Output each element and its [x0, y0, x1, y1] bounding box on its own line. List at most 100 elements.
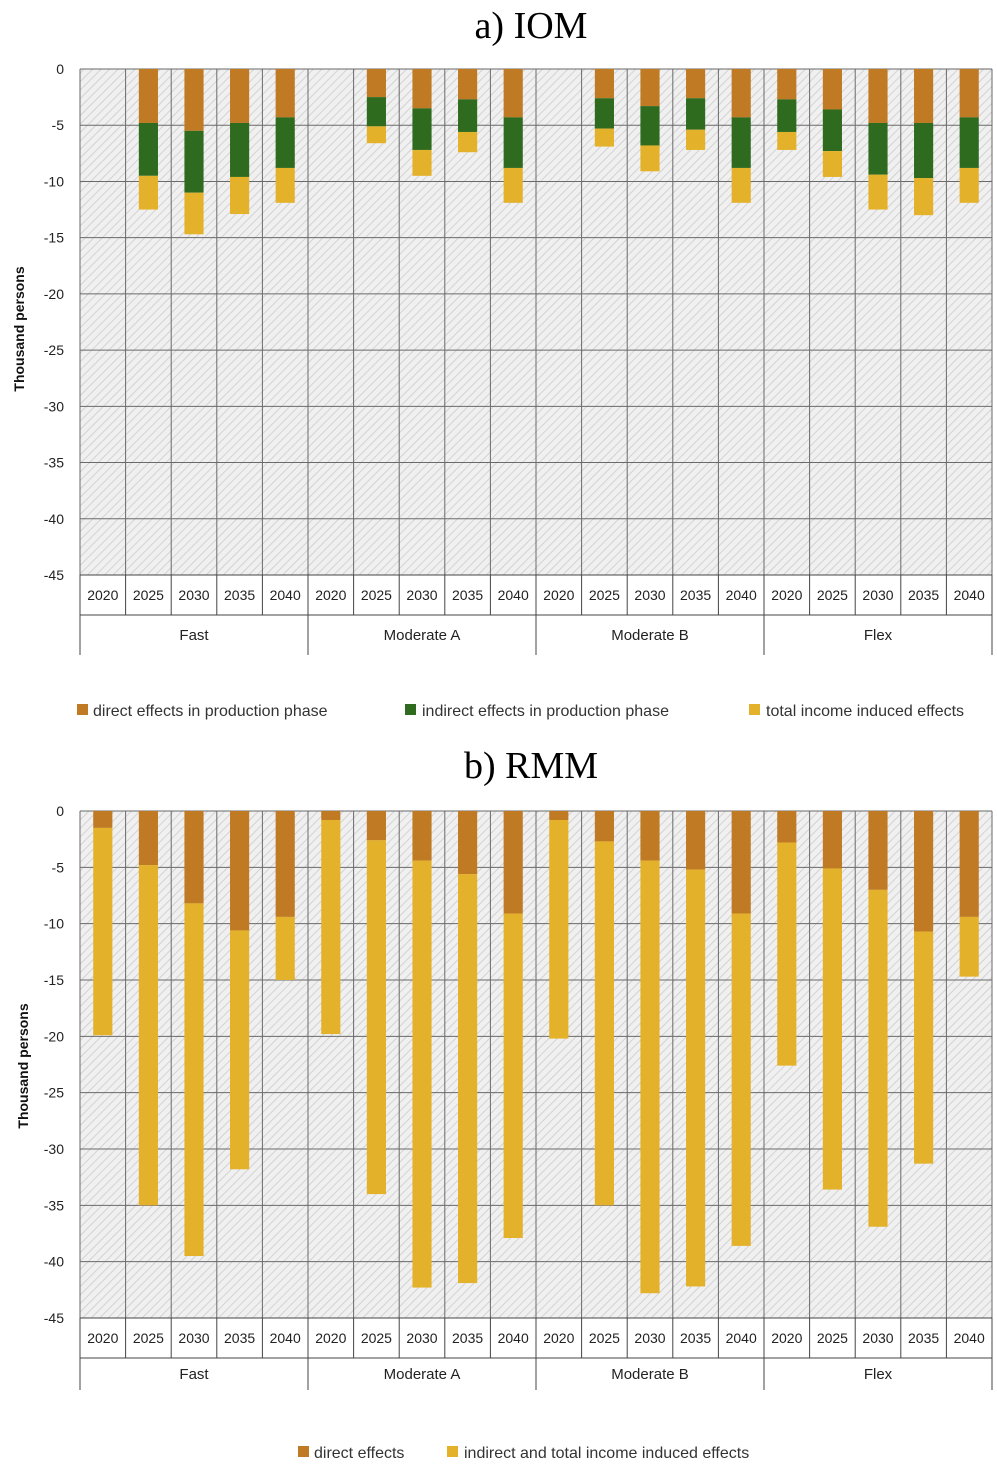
x-tick-label: 2030	[406, 1330, 437, 1346]
bar-direct-moderate-a-2030	[412, 811, 432, 861]
bar-indirect-moderate-b-2035	[686, 98, 706, 130]
bar-induced-flex-2030	[868, 889, 888, 1227]
bar-direct-moderate-b-2040	[731, 69, 751, 118]
bar-direct-fast-2025	[138, 811, 158, 866]
y-tick-label: 0	[56, 803, 64, 819]
x-tick-label: 2040	[270, 587, 301, 603]
bar-induced-flex-2040	[959, 916, 979, 977]
bar-direct-moderate-a-2025	[366, 811, 386, 841]
chart-title-rmm: b) RMM	[464, 745, 598, 787]
x-tick-label: 2020	[543, 587, 574, 603]
bar-induced-moderate-b-2020	[549, 820, 569, 1039]
y-tick-label: -40	[44, 1254, 64, 1270]
bar-induced-fast-2035	[230, 176, 250, 215]
bar-induced-flex-2030	[868, 174, 888, 210]
bar-direct-fast-2035	[230, 69, 250, 123]
bar-indirect-flex-2020	[777, 99, 797, 132]
y-tick-label: -40	[44, 511, 64, 527]
bar-induced-moderate-b-2030	[640, 860, 660, 1294]
bar-direct-flex-2035	[914, 811, 934, 932]
x-tick-label: 2020	[87, 1330, 118, 1346]
bar-direct-moderate-b-2025	[594, 69, 614, 99]
x-tick-label: 2030	[178, 587, 209, 603]
panel-rmm: b) RMM Thousand persons 0 -5 -10 -15 -20 -25 -…	[15, 745, 993, 1462]
bar-induced-moderate-a-2025	[366, 840, 386, 1195]
y-tick-label: -20	[44, 1028, 64, 1044]
bar-induced-moderate-a-2040	[503, 913, 523, 1239]
bar-induced-flex-2025	[822, 868, 842, 1190]
bar-induced-fast-2030	[184, 192, 204, 235]
bar-induced-flex-2035	[914, 178, 934, 216]
bar-induced-moderate-a-2030	[412, 860, 432, 1288]
group-label: Moderate B	[611, 627, 689, 644]
y-tick-label: -5	[52, 859, 65, 875]
x-tick-label: 2035	[224, 587, 255, 603]
bar-induced-moderate-b-2035	[686, 129, 706, 150]
x-tick-label: 2035	[224, 1330, 255, 1346]
plot-area-rmm: 0 -5 -10 -15 -20 -25 -30 -35 -40 -45 2020 2025 2030 2…	[44, 803, 993, 1390]
group-label: Fast	[179, 1366, 209, 1383]
y-tick-label: -10	[44, 916, 64, 932]
bar-indirect-moderate-a-2030	[412, 108, 432, 150]
bar-induced-flex-2020	[777, 842, 797, 1066]
legend-rmm: direct effects indirect and total income…	[298, 1445, 749, 1462]
y-tick-label: -15	[44, 972, 64, 988]
bar-induced-moderate-b-2030	[640, 145, 660, 172]
x-tick-label: 2035	[452, 587, 483, 603]
bar-indirect-moderate-b-2025	[594, 98, 614, 129]
legend-swatch-direct	[298, 1446, 309, 1457]
bar-induced-moderate-b-2040	[731, 167, 751, 203]
x-tick-label: 2035	[452, 1330, 483, 1346]
bar-direct-moderate-a-2030	[412, 69, 432, 109]
x-tick-label: 2020	[315, 1330, 346, 1346]
bar-direct-flex-2030	[868, 69, 888, 123]
legend-label-induced: total income induced effects	[766, 703, 964, 720]
x-tick-label: 2040	[498, 587, 529, 603]
bar-indirect-moderate-a-2040	[503, 117, 523, 168]
x-tick-label: 2030	[634, 1330, 665, 1346]
legend-label-direct: direct effects	[314, 1445, 404, 1462]
x-tick-label: 2025	[817, 1330, 848, 1346]
x-tick-label: 2040	[270, 1330, 301, 1346]
legend-iom: direct effects in production phase indir…	[77, 703, 964, 720]
legend-label-induced: indirect and total income induced effect…	[464, 1445, 749, 1462]
x-tick-label: 2030	[178, 1330, 209, 1346]
x-tick-label: 2040	[726, 587, 757, 603]
bar-induced-fast-2040	[275, 167, 295, 203]
x-tick-label: 2040	[498, 1330, 529, 1346]
x-tick-label: 2040	[954, 587, 985, 603]
bar-indirect-flex-2035	[914, 122, 934, 179]
bar-induced-fast-2035	[230, 930, 250, 1170]
x-tick-label: 2020	[543, 1330, 574, 1346]
legend-swatch-induced	[749, 704, 760, 715]
group-label: Moderate B	[611, 1366, 689, 1383]
x-tick-label: 2035	[908, 587, 939, 603]
bar-direct-fast-2020	[93, 811, 113, 828]
bar-direct-moderate-a-2040	[503, 69, 523, 118]
bar-induced-flex-2025	[822, 151, 842, 177]
bar-direct-moderate-b-2030	[640, 69, 660, 107]
group-label: Flex	[864, 1366, 893, 1383]
bar-direct-fast-2030	[184, 69, 204, 131]
x-tick-label: 2030	[862, 587, 893, 603]
legend-label-direct: direct effects in production phase	[93, 703, 328, 720]
bar-direct-flex-2030	[868, 811, 888, 890]
legend-swatch-indirect	[405, 704, 416, 715]
y-axis-label-rmm: Thousand persons	[15, 1003, 31, 1128]
bar-induced-flex-2035	[914, 931, 934, 1164]
bar-induced-fast-2020	[93, 827, 113, 1036]
x-tick-label: 2020	[87, 587, 118, 603]
bar-induced-moderate-a-2030	[412, 149, 432, 176]
bar-direct-fast-2030	[184, 811, 204, 904]
group-label: Moderate A	[384, 627, 461, 644]
bar-direct-moderate-a-2020	[321, 811, 341, 821]
bar-induced-moderate-a-2040	[503, 167, 523, 203]
group-label: Moderate A	[384, 1366, 461, 1383]
bar-induced-moderate-a-2025	[366, 126, 386, 144]
bar-direct-moderate-b-2020	[549, 811, 569, 821]
group-label: Fast	[179, 627, 209, 644]
y-tick-label: -45	[44, 1310, 64, 1326]
y-tick-label: -35	[44, 455, 64, 471]
bar-direct-fast-2025	[138, 69, 158, 123]
